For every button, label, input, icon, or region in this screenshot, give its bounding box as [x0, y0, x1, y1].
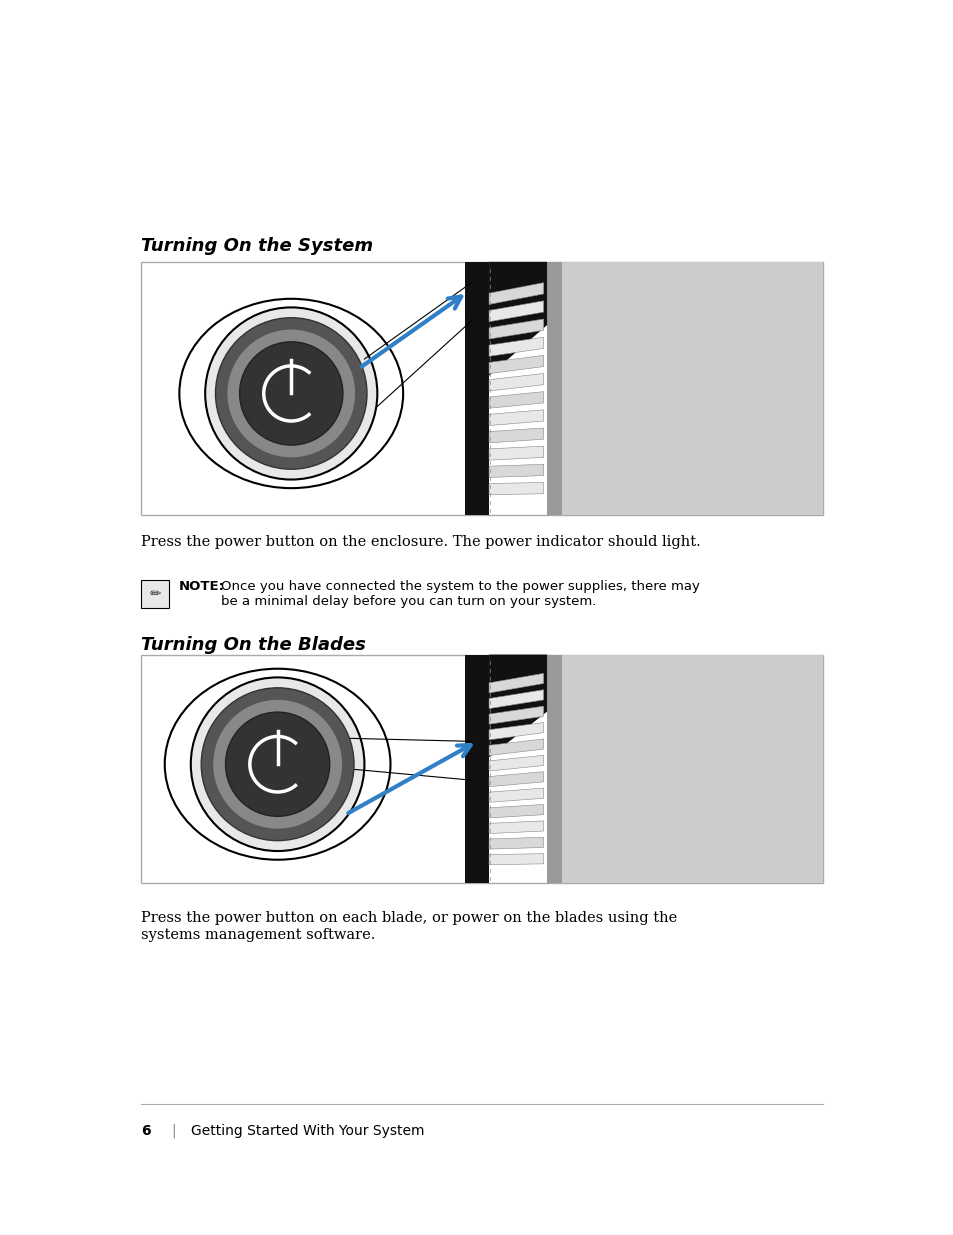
- Circle shape: [225, 713, 330, 816]
- Text: Press the power button on the enclosure. The power indicator should light.: Press the power button on the enclosure.…: [141, 535, 700, 548]
- Polygon shape: [489, 283, 543, 305]
- Ellipse shape: [165, 668, 390, 860]
- Bar: [560, 655, 822, 883]
- Text: 6: 6: [141, 1124, 151, 1137]
- Text: Turning On the Blades: Turning On the Blades: [141, 636, 366, 655]
- Polygon shape: [489, 301, 543, 322]
- Text: Once you have connected the system to the power supplies, there may
be a minimal: Once you have connected the system to th…: [221, 580, 700, 609]
- Polygon shape: [489, 788, 543, 803]
- Bar: [546, 655, 561, 883]
- Polygon shape: [489, 853, 543, 864]
- Polygon shape: [489, 804, 543, 818]
- Circle shape: [201, 688, 354, 841]
- Polygon shape: [489, 722, 543, 740]
- Polygon shape: [489, 690, 543, 709]
- Bar: [560, 262, 822, 515]
- Ellipse shape: [179, 299, 403, 488]
- Polygon shape: [489, 410, 543, 426]
- Bar: [465, 262, 489, 515]
- Polygon shape: [489, 756, 543, 771]
- Circle shape: [239, 342, 342, 445]
- Polygon shape: [489, 821, 543, 834]
- Polygon shape: [489, 655, 546, 757]
- Polygon shape: [489, 706, 543, 724]
- Polygon shape: [489, 464, 543, 478]
- Circle shape: [191, 677, 364, 851]
- Polygon shape: [489, 337, 543, 357]
- Polygon shape: [489, 319, 543, 340]
- Polygon shape: [489, 446, 543, 461]
- Bar: [141, 655, 822, 883]
- Polygon shape: [489, 673, 543, 693]
- Polygon shape: [489, 391, 543, 409]
- Text: Getting Started With Your System: Getting Started With Your System: [191, 1124, 424, 1137]
- Circle shape: [227, 329, 355, 458]
- Text: NOTE:: NOTE:: [179, 580, 225, 594]
- Polygon shape: [489, 429, 543, 443]
- Polygon shape: [489, 262, 546, 375]
- Circle shape: [205, 308, 377, 479]
- Polygon shape: [489, 772, 543, 787]
- Circle shape: [215, 317, 367, 469]
- Polygon shape: [489, 356, 543, 374]
- Polygon shape: [489, 373, 543, 391]
- Circle shape: [213, 699, 342, 830]
- Bar: [465, 655, 489, 883]
- Polygon shape: [489, 483, 543, 495]
- Polygon shape: [489, 837, 543, 850]
- Bar: [141, 262, 822, 515]
- Bar: [546, 262, 561, 515]
- Text: Press the power button on each blade, or power on the blades using the
systems m: Press the power button on each blade, or…: [141, 911, 677, 941]
- Polygon shape: [489, 739, 543, 756]
- Text: Turning On the System: Turning On the System: [141, 237, 373, 256]
- Text: |: |: [171, 1124, 175, 1139]
- Bar: [141, 580, 169, 609]
- Text: ✏: ✏: [150, 588, 161, 601]
